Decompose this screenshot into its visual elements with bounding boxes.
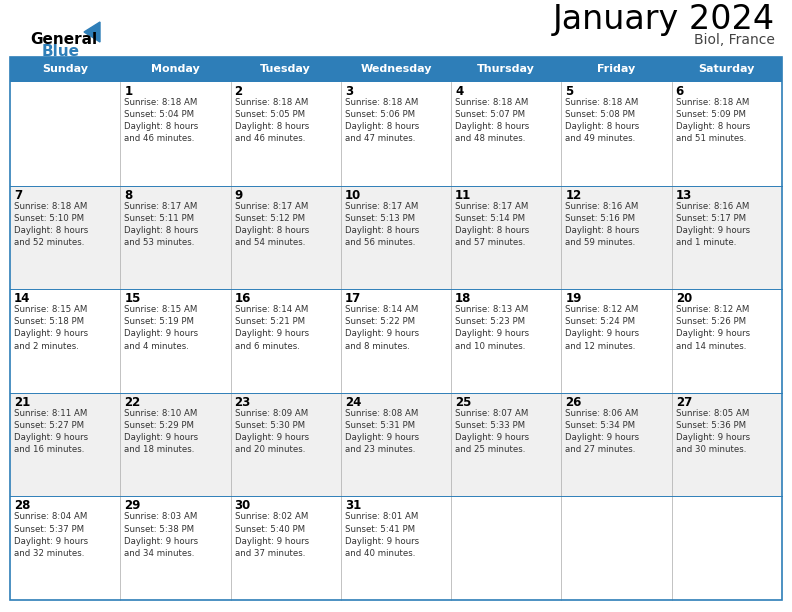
Text: Sunrise: 8:09 AM
Sunset: 5:30 PM
Daylight: 9 hours
and 20 minutes.: Sunrise: 8:09 AM Sunset: 5:30 PM Dayligh… bbox=[234, 409, 309, 454]
Text: Sunrise: 8:18 AM
Sunset: 5:10 PM
Daylight: 8 hours
and 52 minutes.: Sunrise: 8:18 AM Sunset: 5:10 PM Dayligh… bbox=[14, 201, 88, 247]
Text: 22: 22 bbox=[124, 396, 140, 409]
Text: 13: 13 bbox=[676, 188, 692, 201]
Text: 23: 23 bbox=[234, 396, 251, 409]
Text: Sunrise: 8:17 AM
Sunset: 5:12 PM
Daylight: 8 hours
and 54 minutes.: Sunrise: 8:17 AM Sunset: 5:12 PM Dayligh… bbox=[234, 201, 309, 247]
Text: Sunrise: 8:15 AM
Sunset: 5:19 PM
Daylight: 9 hours
and 4 minutes.: Sunrise: 8:15 AM Sunset: 5:19 PM Dayligh… bbox=[124, 305, 199, 351]
Text: Sunrise: 8:02 AM
Sunset: 5:40 PM
Daylight: 9 hours
and 37 minutes.: Sunrise: 8:02 AM Sunset: 5:40 PM Dayligh… bbox=[234, 512, 309, 558]
Text: 2: 2 bbox=[234, 85, 242, 98]
Text: Sunrise: 8:10 AM
Sunset: 5:29 PM
Daylight: 9 hours
and 18 minutes.: Sunrise: 8:10 AM Sunset: 5:29 PM Dayligh… bbox=[124, 409, 199, 454]
Text: Sunrise: 8:13 AM
Sunset: 5:23 PM
Daylight: 9 hours
and 10 minutes.: Sunrise: 8:13 AM Sunset: 5:23 PM Dayligh… bbox=[455, 305, 529, 351]
Text: 9: 9 bbox=[234, 188, 243, 201]
Text: Sunrise: 8:18 AM
Sunset: 5:05 PM
Daylight: 8 hours
and 46 minutes.: Sunrise: 8:18 AM Sunset: 5:05 PM Dayligh… bbox=[234, 98, 309, 143]
Polygon shape bbox=[84, 22, 100, 42]
Text: Sunrise: 8:18 AM
Sunset: 5:08 PM
Daylight: 8 hours
and 49 minutes.: Sunrise: 8:18 AM Sunset: 5:08 PM Dayligh… bbox=[565, 98, 640, 143]
Text: 26: 26 bbox=[565, 396, 582, 409]
Text: Sunrise: 8:12 AM
Sunset: 5:26 PM
Daylight: 9 hours
and 14 minutes.: Sunrise: 8:12 AM Sunset: 5:26 PM Dayligh… bbox=[676, 305, 750, 351]
Text: 5: 5 bbox=[565, 85, 573, 98]
Text: Sunrise: 8:16 AM
Sunset: 5:16 PM
Daylight: 8 hours
and 59 minutes.: Sunrise: 8:16 AM Sunset: 5:16 PM Dayligh… bbox=[565, 201, 640, 247]
Text: Sunrise: 8:01 AM
Sunset: 5:41 PM
Daylight: 9 hours
and 40 minutes.: Sunrise: 8:01 AM Sunset: 5:41 PM Dayligh… bbox=[345, 512, 419, 558]
Bar bbox=[10, 57, 782, 600]
Text: Saturday: Saturday bbox=[699, 64, 755, 75]
Text: Sunrise: 8:16 AM
Sunset: 5:17 PM
Daylight: 9 hours
and 1 minute.: Sunrise: 8:16 AM Sunset: 5:17 PM Dayligh… bbox=[676, 201, 750, 247]
Text: 31: 31 bbox=[345, 499, 361, 512]
Text: 16: 16 bbox=[234, 292, 251, 305]
Text: Sunrise: 8:17 AM
Sunset: 5:11 PM
Daylight: 8 hours
and 53 minutes.: Sunrise: 8:17 AM Sunset: 5:11 PM Dayligh… bbox=[124, 201, 199, 247]
Text: Sunrise: 8:17 AM
Sunset: 5:14 PM
Daylight: 8 hours
and 57 minutes.: Sunrise: 8:17 AM Sunset: 5:14 PM Dayligh… bbox=[455, 201, 529, 247]
Text: Sunrise: 8:17 AM
Sunset: 5:13 PM
Daylight: 8 hours
and 56 minutes.: Sunrise: 8:17 AM Sunset: 5:13 PM Dayligh… bbox=[345, 201, 419, 247]
Text: 7: 7 bbox=[14, 188, 22, 201]
Text: Sunrise: 8:07 AM
Sunset: 5:33 PM
Daylight: 9 hours
and 25 minutes.: Sunrise: 8:07 AM Sunset: 5:33 PM Dayligh… bbox=[455, 409, 529, 454]
Text: 18: 18 bbox=[455, 292, 471, 305]
Text: 1: 1 bbox=[124, 85, 132, 98]
Text: 10: 10 bbox=[345, 188, 361, 201]
Text: 8: 8 bbox=[124, 188, 132, 201]
Text: Sunday: Sunday bbox=[42, 64, 88, 75]
Text: Sunrise: 8:12 AM
Sunset: 5:24 PM
Daylight: 9 hours
and 12 minutes.: Sunrise: 8:12 AM Sunset: 5:24 PM Dayligh… bbox=[565, 305, 640, 351]
Text: Sunrise: 8:15 AM
Sunset: 5:18 PM
Daylight: 9 hours
and 2 minutes.: Sunrise: 8:15 AM Sunset: 5:18 PM Dayligh… bbox=[14, 305, 88, 351]
Text: 11: 11 bbox=[455, 188, 471, 201]
Text: Blue: Blue bbox=[42, 45, 80, 59]
Text: January 2024: January 2024 bbox=[553, 4, 775, 37]
Text: Tuesday: Tuesday bbox=[261, 64, 311, 75]
Text: 19: 19 bbox=[565, 292, 582, 305]
Text: Biol, France: Biol, France bbox=[694, 33, 775, 47]
Text: Sunrise: 8:18 AM
Sunset: 5:06 PM
Daylight: 8 hours
and 47 minutes.: Sunrise: 8:18 AM Sunset: 5:06 PM Dayligh… bbox=[345, 98, 419, 143]
Text: Sunrise: 8:18 AM
Sunset: 5:09 PM
Daylight: 8 hours
and 51 minutes.: Sunrise: 8:18 AM Sunset: 5:09 PM Dayligh… bbox=[676, 98, 750, 143]
Text: Sunrise: 8:14 AM
Sunset: 5:21 PM
Daylight: 9 hours
and 6 minutes.: Sunrise: 8:14 AM Sunset: 5:21 PM Dayligh… bbox=[234, 305, 309, 351]
Text: 27: 27 bbox=[676, 396, 692, 409]
Text: 30: 30 bbox=[234, 499, 251, 512]
Bar bbox=[10, 393, 782, 496]
Text: 25: 25 bbox=[455, 396, 471, 409]
Text: Sunrise: 8:08 AM
Sunset: 5:31 PM
Daylight: 9 hours
and 23 minutes.: Sunrise: 8:08 AM Sunset: 5:31 PM Dayligh… bbox=[345, 409, 419, 454]
Text: Wednesday: Wednesday bbox=[360, 64, 432, 75]
Text: Sunrise: 8:03 AM
Sunset: 5:38 PM
Daylight: 9 hours
and 34 minutes.: Sunrise: 8:03 AM Sunset: 5:38 PM Dayligh… bbox=[124, 512, 199, 558]
Text: General: General bbox=[30, 31, 97, 47]
Text: Friday: Friday bbox=[597, 64, 636, 75]
Bar bbox=[10, 496, 782, 600]
Text: 20: 20 bbox=[676, 292, 692, 305]
Bar bbox=[10, 82, 782, 185]
Text: 28: 28 bbox=[14, 499, 30, 512]
Text: Sunrise: 8:04 AM
Sunset: 5:37 PM
Daylight: 9 hours
and 32 minutes.: Sunrise: 8:04 AM Sunset: 5:37 PM Dayligh… bbox=[14, 512, 88, 558]
Text: Thursday: Thursday bbox=[478, 64, 535, 75]
Text: Sunrise: 8:14 AM
Sunset: 5:22 PM
Daylight: 9 hours
and 8 minutes.: Sunrise: 8:14 AM Sunset: 5:22 PM Dayligh… bbox=[345, 305, 419, 351]
Text: 3: 3 bbox=[345, 85, 353, 98]
Text: 12: 12 bbox=[565, 188, 581, 201]
Text: 21: 21 bbox=[14, 396, 30, 409]
Text: Sunrise: 8:18 AM
Sunset: 5:07 PM
Daylight: 8 hours
and 48 minutes.: Sunrise: 8:18 AM Sunset: 5:07 PM Dayligh… bbox=[455, 98, 529, 143]
Text: Sunrise: 8:05 AM
Sunset: 5:36 PM
Daylight: 9 hours
and 30 minutes.: Sunrise: 8:05 AM Sunset: 5:36 PM Dayligh… bbox=[676, 409, 750, 454]
Text: 29: 29 bbox=[124, 499, 141, 512]
Bar bbox=[10, 57, 782, 82]
Text: Sunrise: 8:06 AM
Sunset: 5:34 PM
Daylight: 9 hours
and 27 minutes.: Sunrise: 8:06 AM Sunset: 5:34 PM Dayligh… bbox=[565, 409, 640, 454]
Bar bbox=[10, 185, 782, 289]
Text: 4: 4 bbox=[455, 85, 463, 98]
Bar bbox=[10, 289, 782, 393]
Text: 6: 6 bbox=[676, 85, 684, 98]
Text: Monday: Monday bbox=[151, 64, 200, 75]
Text: 17: 17 bbox=[345, 292, 361, 305]
Text: 24: 24 bbox=[345, 396, 361, 409]
Text: Sunrise: 8:18 AM
Sunset: 5:04 PM
Daylight: 8 hours
and 46 minutes.: Sunrise: 8:18 AM Sunset: 5:04 PM Dayligh… bbox=[124, 98, 199, 143]
Text: Sunrise: 8:11 AM
Sunset: 5:27 PM
Daylight: 9 hours
and 16 minutes.: Sunrise: 8:11 AM Sunset: 5:27 PM Dayligh… bbox=[14, 409, 88, 454]
Text: 15: 15 bbox=[124, 292, 141, 305]
Text: 14: 14 bbox=[14, 292, 30, 305]
